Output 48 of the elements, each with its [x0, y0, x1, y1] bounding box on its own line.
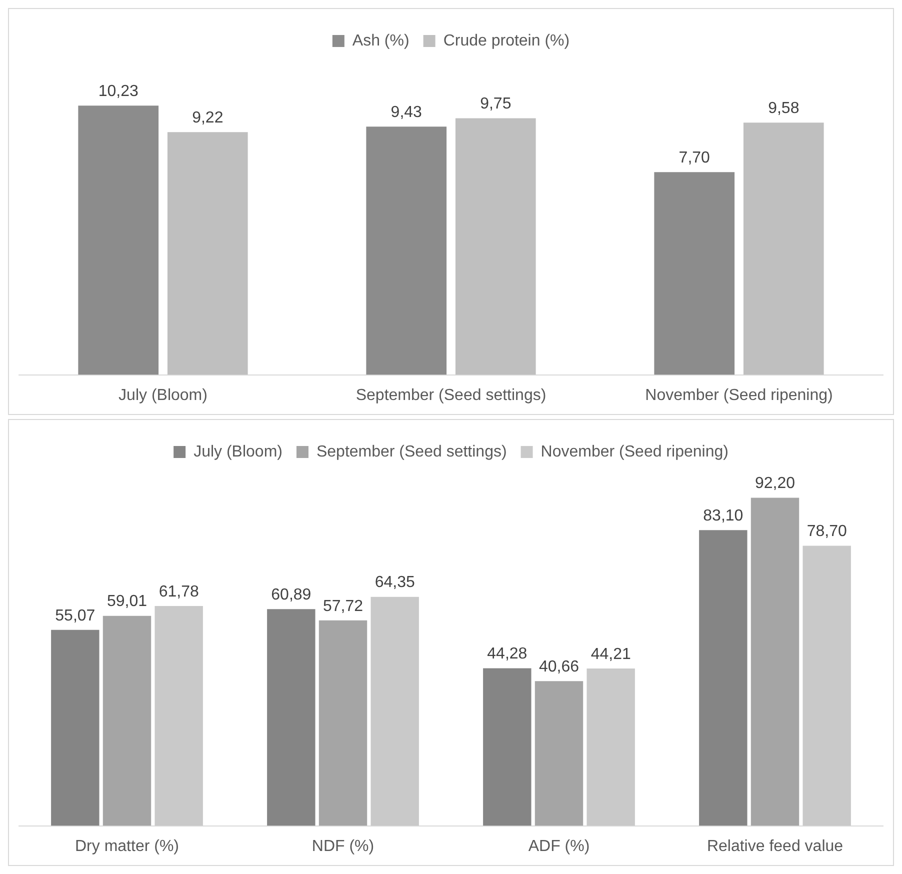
bar — [750, 498, 800, 826]
bar — [167, 132, 248, 375]
bar — [318, 620, 368, 826]
data-label: 44,28 — [487, 646, 528, 663]
bar — [743, 122, 824, 375]
bar — [366, 126, 447, 375]
bar — [102, 616, 152, 826]
bar — [78, 106, 159, 375]
legend-label: Crude protein (%) — [443, 32, 570, 50]
legend-label: November (Seed ripening) — [540, 443, 728, 460]
legend-label: Ash (%) — [352, 32, 410, 50]
bar — [654, 172, 735, 375]
bar — [154, 606, 203, 826]
data-label: 78,70 — [806, 523, 847, 540]
bar — [267, 609, 316, 826]
bar — [699, 530, 748, 826]
x-tick-label: Relative feed value — [706, 838, 844, 855]
data-label: 40,66 — [538, 658, 580, 676]
x-tick-label: ADF (%) — [528, 838, 590, 855]
data-label: 83,10 — [703, 508, 744, 525]
data-label: 59,01 — [106, 593, 148, 610]
x-tick-label: NDF (%) — [312, 838, 374, 855]
bar — [586, 668, 635, 826]
bar — [51, 630, 100, 826]
bar — [370, 596, 419, 826]
bar — [483, 668, 532, 826]
bar — [455, 118, 536, 375]
data-label: 7,70 — [678, 150, 710, 167]
data-label: 60,89 — [271, 586, 312, 604]
legend-label: September (Seed settings) — [316, 443, 507, 460]
x-tick-label: September (Seed settings) — [356, 386, 546, 404]
data-label: 55,07 — [55, 607, 96, 624]
data-label: 64,35 — [374, 574, 415, 592]
legend-label: July (Bloom) — [194, 443, 282, 460]
data-label: 57,72 — [322, 598, 364, 615]
x-tick-label: July (Bloom) — [118, 386, 208, 404]
data-label: 92,20 — [754, 475, 796, 492]
data-label: 9,43 — [390, 104, 422, 122]
data-label: 44,21 — [590, 646, 631, 663]
data-label: 61,78 — [158, 583, 199, 600]
bar — [534, 681, 584, 826]
x-tick-label: Dry matter (%) — [75, 838, 179, 855]
data-label: 9,58 — [768, 100, 800, 118]
data-label: 10,23 — [98, 82, 138, 100]
data-label: 9,75 — [480, 96, 512, 113]
x-tick-label: November (Seed ripening) — [645, 386, 833, 404]
data-label: 9,22 — [192, 110, 224, 127]
bar — [802, 546, 851, 826]
